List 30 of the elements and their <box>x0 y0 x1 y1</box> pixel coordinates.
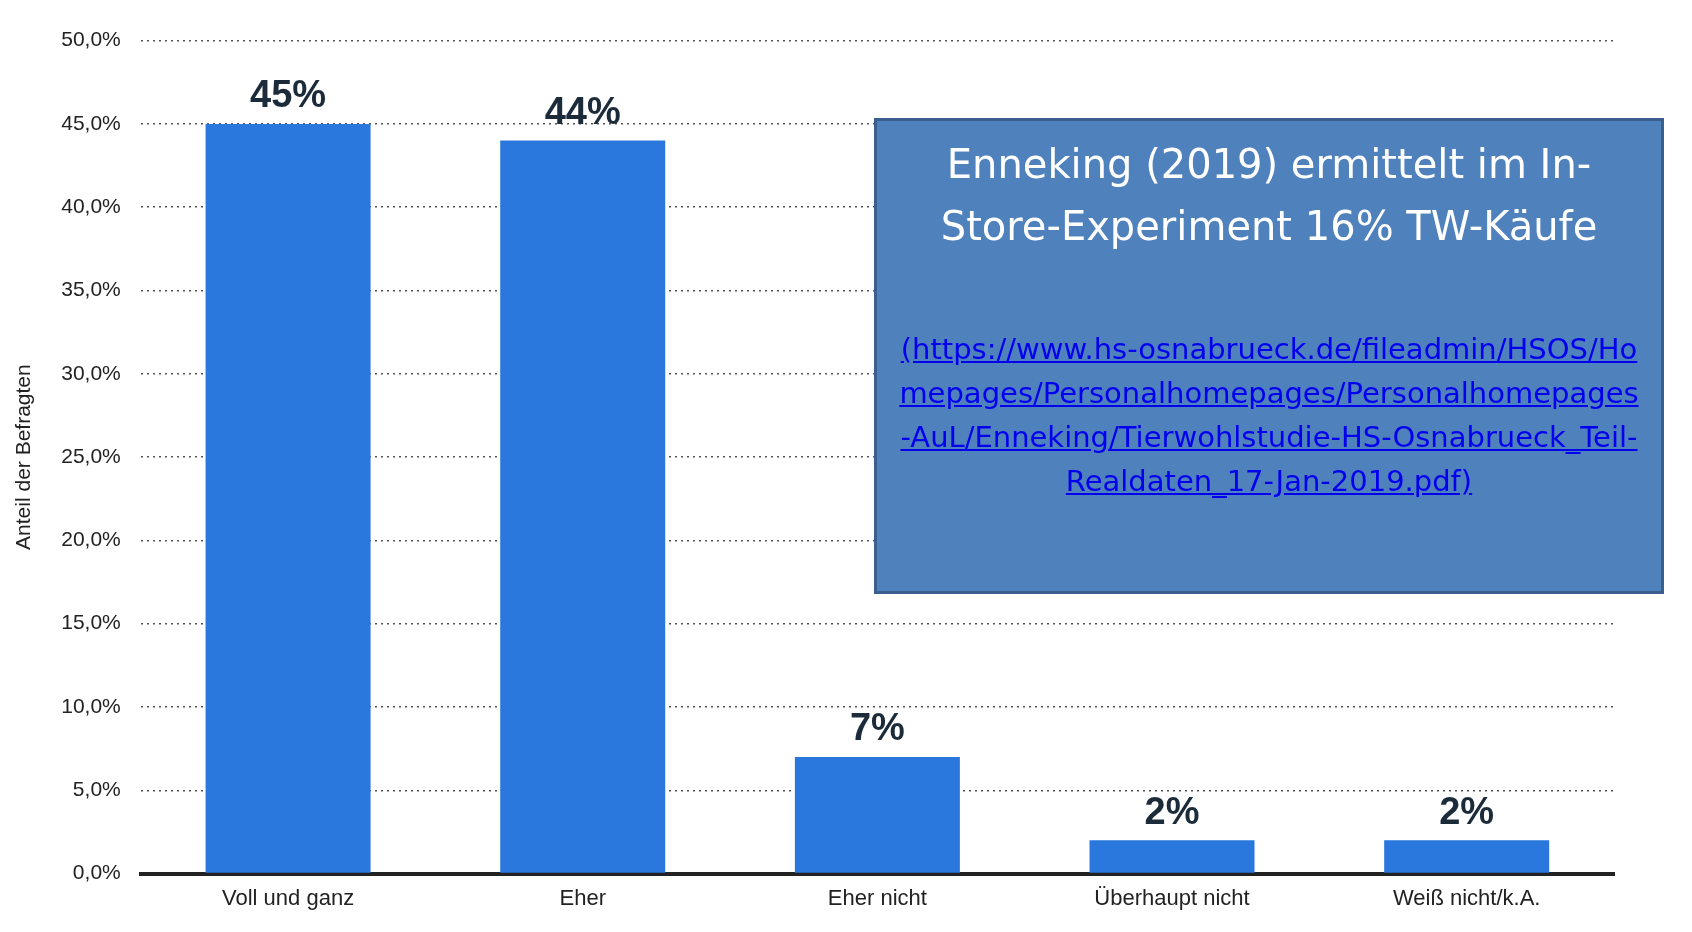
data-label: 2% <box>1144 789 1200 832</box>
y-tick-label: 35,0% <box>61 277 121 301</box>
bar <box>794 756 960 873</box>
note-box: Enneking (2019) ermittelt im In-Store-Experiment 16% TW-Käufe (https://www.hs-osnabrueck.de/fileadmin/HSOS/Homepages/Personalhomepages/Personalhomepages-AuL/Enneking/Tierwohlstudie-HS-Osnabrueck_Teil-Realdaten_17-Jan-2019.pdf) <box>874 118 1664 594</box>
y-tick-label: 25,0% <box>61 443 121 467</box>
data-label: 44% <box>544 90 621 133</box>
bar <box>1089 840 1255 873</box>
bar <box>500 140 666 873</box>
x-tick-label: Voll und ganz <box>222 884 355 910</box>
data-label: 2% <box>1439 789 1495 832</box>
y-tick-label: 20,0% <box>61 527 121 551</box>
x-tick-label: Eher <box>559 884 606 910</box>
bar <box>1384 840 1550 873</box>
x-tick-label: Eher nicht <box>827 884 927 910</box>
data-label: 7% <box>849 706 905 749</box>
data-label: 45% <box>250 73 327 116</box>
y-tick-label: 30,0% <box>61 360 121 384</box>
bar <box>205 123 371 873</box>
y-tick-label: 5,0% <box>72 777 121 801</box>
y-axis-title: Anteil der Befragten <box>11 364 35 550</box>
y-tick-label: 50,0% <box>61 27 121 51</box>
y-tick-label: 10,0% <box>61 693 121 717</box>
annotation: Enneking (2019) ermittelt im In-Store-Experiment 16% TW-Käufe <box>939 140 1599 251</box>
y-tick-label: 15,0% <box>61 610 121 634</box>
y-tick-label: 45,0% <box>61 110 121 134</box>
annotation: (https://www.hs-osnabrueck.de/fileadmin/HSOS/Homepages/Personalhomepages/Personalhomepages-AuL/Enneking/Tierwohlstudie-HS-Osnabrueck_Teil-Realdaten_17-Jan-2019.pdf) <box>898 331 1640 500</box>
x-tick-label: Weiß nicht/k.A. <box>1392 884 1541 910</box>
y-tick-label: 0,0% <box>72 860 121 884</box>
y-tick-label: 40,0% <box>61 194 121 217</box>
x-tick-label: Überhaupt nicht <box>1094 884 1250 910</box>
